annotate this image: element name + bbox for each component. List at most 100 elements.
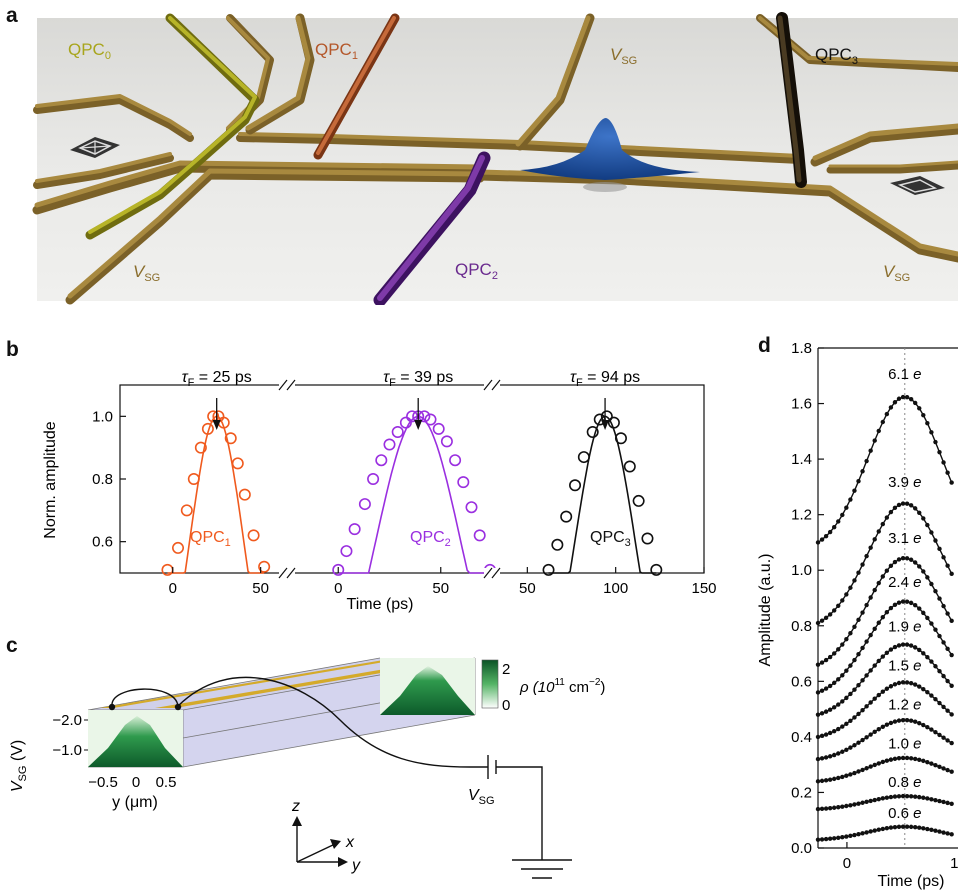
d-data-point	[860, 469, 865, 474]
d-y-tick-label: 1.2	[791, 507, 812, 524]
d-data-point	[933, 730, 938, 735]
d-data-point	[949, 769, 954, 774]
d-data-point	[925, 724, 930, 730]
d-data-point	[941, 830, 946, 835]
annotation-arrowhead	[601, 420, 610, 430]
d-data-point	[848, 691, 853, 697]
d-data-point	[913, 719, 918, 724]
d-data-point	[949, 618, 954, 624]
d-data-point	[832, 752, 837, 758]
d-data-point	[945, 646, 950, 652]
d-data-point	[913, 506, 918, 511]
d-data-point	[860, 767, 865, 773]
d-data-point	[880, 419, 885, 425]
d-y-tick-label: 1.6	[791, 396, 812, 413]
d-x-tick-label: 0	[843, 855, 851, 872]
d-data-point	[844, 834, 849, 839]
d-data-point	[917, 757, 922, 762]
panel-label-d: d	[758, 334, 771, 357]
d-data-point	[840, 774, 845, 780]
d-data-point	[925, 759, 930, 765]
d-data-point	[852, 770, 857, 776]
d-data-point	[929, 727, 934, 732]
d-data-point	[904, 642, 910, 647]
d-data-point	[937, 798, 942, 804]
data-point	[577, 451, 590, 464]
data-point	[614, 432, 627, 445]
c-xtick-1: 0	[132, 774, 140, 791]
d-data-point	[832, 524, 837, 530]
gate-electrodes	[32, 13, 958, 305]
d-data-point	[884, 568, 890, 573]
data-point	[551, 538, 564, 551]
data-point	[542, 563, 555, 576]
d-data-point	[908, 557, 914, 562]
d-data-point	[933, 588, 938, 594]
d-data-point	[868, 668, 873, 673]
d-data-point	[819, 537, 825, 542]
d-data-point	[876, 761, 881, 766]
d-data-point	[880, 724, 885, 730]
d-data-point	[941, 735, 946, 740]
d-data-point	[868, 700, 873, 705]
d-data-point	[937, 633, 942, 639]
d-data-point	[917, 794, 922, 800]
d-data-point	[929, 797, 934, 802]
d-data-point	[836, 835, 841, 840]
d-data-point	[945, 611, 950, 616]
d-data-point	[823, 709, 829, 714]
c-x-axis-label: y (μm)	[112, 794, 158, 811]
d-data-point	[840, 804, 845, 809]
data-point	[473, 529, 486, 542]
d-data-point	[836, 805, 841, 810]
data-point	[367, 473, 380, 486]
data-point	[465, 501, 478, 514]
d-data-point	[904, 824, 910, 829]
d-data-point	[815, 712, 821, 717]
d-data-point	[815, 756, 821, 762]
d-data-point	[827, 777, 833, 782]
d-data-point	[921, 686, 926, 692]
qpc2-gate	[373, 151, 491, 305]
d-data-point	[832, 776, 837, 782]
data-point	[201, 422, 214, 435]
d-data-point	[913, 682, 918, 687]
data-point	[399, 416, 412, 429]
x-tick-label: 100	[603, 580, 628, 597]
x-tick-label: 150	[691, 580, 716, 597]
d-data-point	[904, 680, 910, 685]
d-data-point	[856, 479, 861, 484]
d-data-point	[823, 755, 829, 760]
d-data-point	[941, 603, 946, 609]
d-data-point	[815, 837, 821, 842]
d-data-point	[844, 747, 849, 752]
d-data-point	[852, 578, 857, 583]
d-data-point	[921, 651, 926, 656]
d-data-point	[917, 684, 922, 689]
d-data-point	[852, 715, 857, 720]
d-data-point	[908, 600, 914, 606]
wave-packet	[520, 118, 700, 192]
chart-d: Amplitude (a.u.) Time (ps) 0.0 0.2 0.4 0.6 0…	[757, 340, 958, 890]
y-axis-label: Norm. amplitude	[42, 421, 59, 538]
d-data-point	[840, 699, 845, 704]
d-data-point	[872, 438, 877, 443]
d-data-point	[832, 836, 837, 841]
tau-annotation-1: τF = 25 ps	[182, 369, 252, 389]
data-point	[348, 523, 361, 536]
d-data-point	[827, 683, 833, 689]
panel-label-a: a	[6, 4, 18, 27]
d-data-point	[880, 574, 885, 579]
d-data-point	[921, 610, 926, 616]
d-data-point	[819, 756, 825, 761]
data-point	[391, 426, 404, 439]
axis-break-1	[278, 379, 296, 579]
d-data-point	[827, 612, 833, 617]
d-data-point	[876, 727, 881, 732]
series-label-3: QPC3	[590, 529, 631, 549]
panel-d: d Amplitude (a.u.) Time (ps) 0.0 0.2 0.4 0.…	[740, 320, 958, 894]
d-data-point	[888, 509, 894, 515]
d-data-point	[815, 806, 821, 812]
d-data-point	[888, 605, 894, 611]
d-data-point	[823, 615, 829, 621]
